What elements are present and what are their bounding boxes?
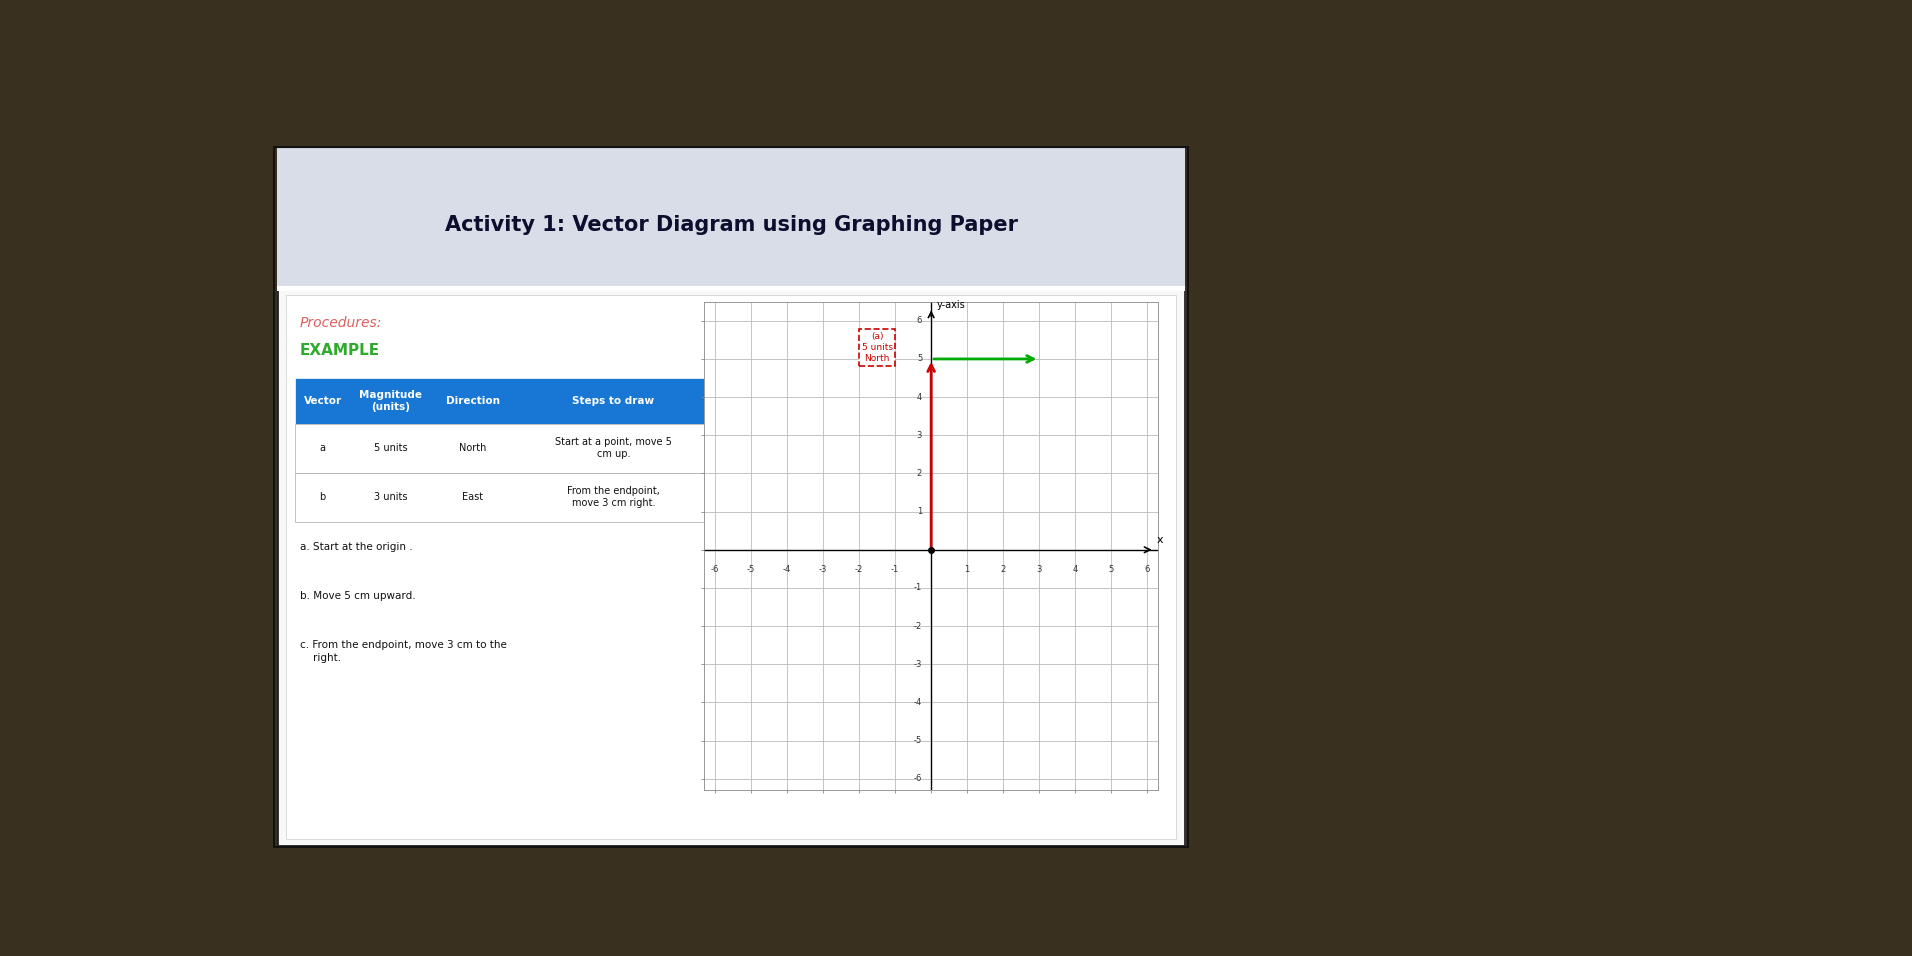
Text: Vector: Vector <box>304 396 342 406</box>
Text: 3 units: 3 units <box>375 492 407 502</box>
Text: Magnitude
(units): Magnitude (units) <box>359 390 423 412</box>
Text: EXAMPLE: EXAMPLE <box>300 343 380 358</box>
Text: b. Move 5 cm upward.: b. Move 5 cm upward. <box>300 592 415 601</box>
Text: 5: 5 <box>1109 565 1115 574</box>
Text: 5 units: 5 units <box>375 444 407 453</box>
Text: 5: 5 <box>918 355 922 363</box>
Text: -1: -1 <box>891 565 899 574</box>
Text: y-axis: y-axis <box>937 300 966 310</box>
Text: -4: -4 <box>782 565 792 574</box>
Text: -5: -5 <box>748 565 755 574</box>
Text: 2: 2 <box>918 469 922 478</box>
Text: -5: -5 <box>914 736 922 745</box>
Text: -1: -1 <box>914 583 922 593</box>
Text: Start at a point, move 5
cm up.: Start at a point, move 5 cm up. <box>554 438 671 459</box>
Text: a: a <box>319 444 325 453</box>
Text: 1: 1 <box>918 507 922 516</box>
Text: (a)
5 units
North: (a) 5 units North <box>862 332 893 363</box>
Text: 1: 1 <box>964 565 969 574</box>
Text: -6: -6 <box>914 774 922 783</box>
Text: -3: -3 <box>818 565 828 574</box>
Text: Steps to draw: Steps to draw <box>572 396 654 406</box>
Text: -6: -6 <box>711 565 719 574</box>
Text: a. Start at the origin .: a. Start at the origin . <box>300 542 413 553</box>
Text: -2: -2 <box>914 621 922 631</box>
Bar <box>287 294 1176 839</box>
Bar <box>294 424 713 472</box>
Bar <box>294 379 713 424</box>
Text: Procedures:: Procedures: <box>300 315 382 330</box>
Text: Activity 1: Vector Diagram using Graphing Paper: Activity 1: Vector Diagram using Graphin… <box>445 215 1017 235</box>
Bar <box>277 148 1185 288</box>
Text: x: x <box>1157 535 1162 545</box>
Text: -3: -3 <box>914 660 922 669</box>
Text: North: North <box>459 444 486 453</box>
Text: c. From the endpoint, move 3 cm to the
    right.: c. From the endpoint, move 3 cm to the r… <box>300 641 507 663</box>
Text: -4: -4 <box>914 698 922 706</box>
Text: 6: 6 <box>1145 565 1151 574</box>
Text: 2: 2 <box>1000 565 1006 574</box>
Text: East: East <box>463 492 484 502</box>
Text: Direction: Direction <box>445 396 499 406</box>
Text: 4: 4 <box>918 393 922 402</box>
Text: -2: -2 <box>855 565 862 574</box>
Text: b: b <box>319 492 325 502</box>
Text: 3: 3 <box>916 431 922 440</box>
Bar <box>294 472 713 522</box>
Text: 6: 6 <box>916 316 922 325</box>
Bar <box>277 286 1185 292</box>
Text: From the endpoint,
move 3 cm right.: From the endpoint, move 3 cm right. <box>566 487 660 508</box>
Text: 4: 4 <box>1073 565 1078 574</box>
Text: 3: 3 <box>1036 565 1042 574</box>
